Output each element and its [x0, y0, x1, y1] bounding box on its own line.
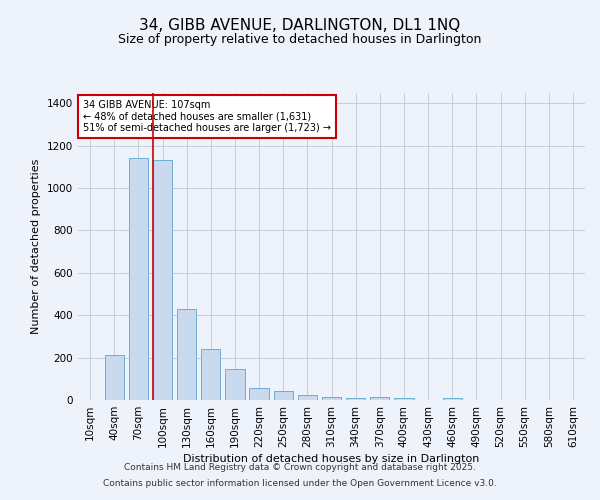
Bar — [346, 398, 365, 400]
Bar — [322, 397, 341, 400]
Bar — [370, 398, 389, 400]
X-axis label: Distribution of detached houses by size in Darlington: Distribution of detached houses by size … — [184, 454, 479, 464]
Bar — [250, 388, 269, 400]
Text: 34 GIBB AVENUE: 107sqm
← 48% of detached houses are smaller (1,631)
51% of semi-: 34 GIBB AVENUE: 107sqm ← 48% of detached… — [83, 100, 331, 134]
Bar — [201, 349, 220, 400]
Y-axis label: Number of detached properties: Number of detached properties — [31, 158, 41, 334]
Bar — [153, 160, 172, 400]
Text: 34, GIBB AVENUE, DARLINGTON, DL1 1NQ: 34, GIBB AVENUE, DARLINGTON, DL1 1NQ — [139, 18, 461, 32]
Bar — [128, 158, 148, 400]
Bar — [394, 398, 413, 400]
Text: Contains public sector information licensed under the Open Government Licence v3: Contains public sector information licen… — [103, 478, 497, 488]
Bar — [443, 398, 462, 400]
Bar — [298, 396, 317, 400]
Text: Size of property relative to detached houses in Darlington: Size of property relative to detached ho… — [118, 32, 482, 46]
Bar — [274, 391, 293, 400]
Text: Contains HM Land Registry data © Crown copyright and database right 2025.: Contains HM Land Registry data © Crown c… — [124, 464, 476, 472]
Bar — [225, 369, 245, 400]
Bar — [177, 309, 196, 400]
Bar — [104, 356, 124, 400]
